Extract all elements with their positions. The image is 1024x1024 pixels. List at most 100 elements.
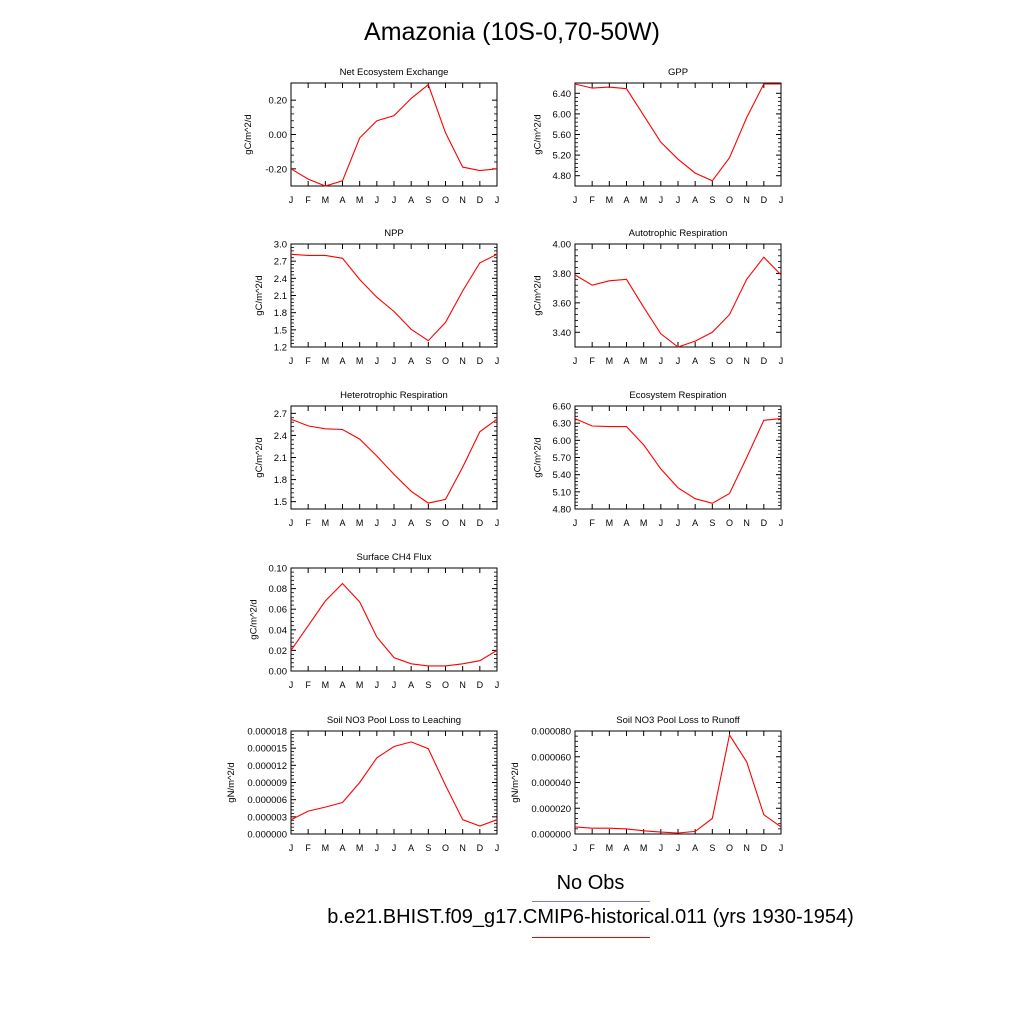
- x-tick-label: J: [676, 518, 681, 528]
- x-tick-label: A: [408, 195, 414, 205]
- x-tick-label: F: [305, 680, 311, 690]
- x-tick-label: F: [589, 843, 595, 853]
- x-tick-label: A: [408, 356, 414, 366]
- x-tick-label: J: [289, 843, 294, 853]
- x-tick-label: M: [322, 843, 330, 853]
- x-tick-label: S: [425, 518, 431, 528]
- y-tick-label: 0.00: [269, 130, 288, 141]
- x-tick-label: S: [425, 680, 431, 690]
- x-tick-label: J: [375, 843, 380, 853]
- panel-title: Heterotrophic Respiration: [340, 390, 448, 401]
- y-tick-label: 2.7: [274, 257, 287, 268]
- legend-obs-label: No Obs: [556, 872, 625, 894]
- x-tick-label: A: [692, 356, 698, 366]
- x-tick-label: N: [459, 195, 466, 205]
- x-tick-label: J: [779, 518, 784, 528]
- y-tick-label: 1.2: [274, 343, 287, 354]
- x-tick-label: O: [726, 843, 733, 853]
- x-tick-label: J: [375, 518, 380, 528]
- panel-title: Soil NO3 Pool Loss to Leaching: [327, 715, 461, 726]
- series-line: [574, 418, 782, 504]
- y-tick-label: 6.40: [553, 89, 572, 100]
- y-tick-label: 0.000006: [247, 795, 287, 806]
- x-tick-label: J: [392, 356, 397, 366]
- x-tick-label: J: [375, 195, 380, 205]
- x-tick-label: S: [425, 843, 431, 853]
- y-tick-label: 0.000000: [531, 830, 571, 841]
- y-tick-label: 3.0: [274, 240, 287, 251]
- x-tick-label: M: [356, 356, 364, 366]
- x-tick-label: J: [573, 518, 578, 528]
- y-tick-label: 4.80: [553, 505, 572, 516]
- x-tick-label: J: [779, 195, 784, 205]
- x-tick-label: M: [606, 518, 614, 528]
- x-tick-label: A: [408, 680, 414, 690]
- x-tick-label: A: [692, 518, 698, 528]
- x-tick-label: D: [761, 356, 768, 366]
- x-tick-label: O: [442, 680, 449, 690]
- x-tick-label: A: [339, 680, 345, 690]
- y-tick-label: -0.20: [265, 164, 287, 175]
- x-tick-label: J: [495, 680, 500, 690]
- x-tick-label: M: [356, 195, 364, 205]
- x-tick-label: D: [477, 843, 484, 853]
- x-tick-label: O: [726, 518, 733, 528]
- x-tick-label: O: [442, 843, 449, 853]
- y-tick-label: 0.000060: [531, 752, 571, 763]
- x-tick-label: J: [392, 195, 397, 205]
- x-tick-label: F: [589, 518, 595, 528]
- x-tick-label: M: [640, 843, 648, 853]
- x-tick-label: M: [322, 518, 330, 528]
- x-tick-label: M: [356, 680, 364, 690]
- x-tick-label: M: [640, 195, 648, 205]
- chart-panel: J F M A M J J A S O N D J0.000.020.040.060.080.10Sur…: [249, 552, 500, 690]
- x-tick-label: O: [442, 356, 449, 366]
- x-tick-label: J: [779, 843, 784, 853]
- x-tick-label: A: [408, 518, 414, 528]
- x-tick-label: M: [322, 680, 330, 690]
- x-tick-label: J: [495, 356, 500, 366]
- x-tick-label: D: [477, 195, 484, 205]
- y-tick-label: 2.4: [274, 431, 287, 442]
- chart-panel: J F M A M J J A S O N D J0.0000000.0000030.0000060.0…: [226, 715, 499, 853]
- series-line: [290, 418, 498, 504]
- x-tick-label: J: [676, 195, 681, 205]
- plot-frame: [290, 405, 498, 510]
- panel-title: Ecosystem Respiration: [629, 390, 726, 401]
- y-tick-label: 5.20: [553, 151, 572, 162]
- x-tick-label: J: [659, 518, 664, 528]
- series-line: [290, 582, 498, 667]
- x-tick-label: J: [392, 518, 397, 528]
- x-tick-label: D: [761, 518, 768, 528]
- x-tick-label: A: [623, 518, 629, 528]
- x-tick-label: A: [339, 195, 345, 205]
- x-tick-label: F: [589, 356, 595, 366]
- x-tick-label: J: [392, 680, 397, 690]
- legend-obs-line: [532, 901, 650, 902]
- plot-frame: [574, 730, 782, 835]
- x-tick-label: F: [305, 843, 311, 853]
- x-tick-label: A: [408, 843, 414, 853]
- x-tick-label: J: [495, 518, 500, 528]
- x-tick-label: A: [623, 195, 629, 205]
- x-tick-label: M: [606, 356, 614, 366]
- y-tick-label: 5.60: [553, 130, 572, 141]
- plot-frame: [574, 243, 782, 348]
- y-tick-label: 2.1: [274, 453, 287, 464]
- x-tick-label: N: [743, 843, 750, 853]
- series-line: [290, 253, 498, 342]
- x-tick-label: S: [709, 843, 715, 853]
- x-tick-label: M: [322, 356, 330, 366]
- x-tick-label: J: [375, 356, 380, 366]
- y-tick-label: 0.000003: [247, 812, 287, 823]
- legend-model-line: [532, 937, 650, 938]
- y-tick-label: 3.80: [553, 269, 572, 280]
- x-tick-label: M: [640, 518, 648, 528]
- x-tick-label: N: [743, 518, 750, 528]
- y-tick-label: 1.5: [274, 497, 287, 508]
- y-tick-label: 6.00: [553, 436, 572, 447]
- x-tick-label: J: [289, 195, 294, 205]
- x-tick-label: J: [289, 356, 294, 366]
- x-tick-label: M: [606, 843, 614, 853]
- x-tick-label: J: [573, 356, 578, 366]
